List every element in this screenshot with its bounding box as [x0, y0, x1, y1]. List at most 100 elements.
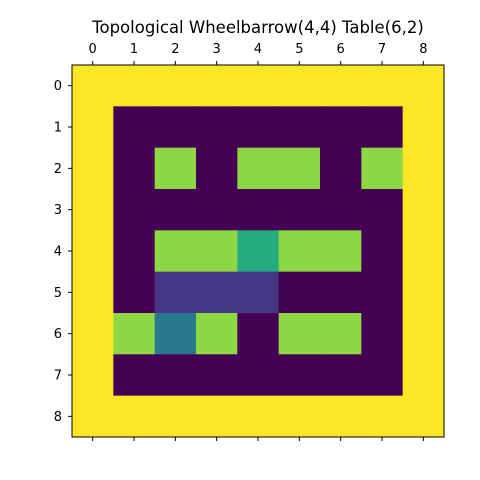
y-tick-label: 4: [54, 245, 62, 260]
heatmap-cell-r4-c5: [278, 230, 321, 273]
heatmap-cell-r8-c8: [402, 395, 445, 438]
heatmap-cell-r0-c7: [361, 65, 404, 107]
heatmap-cell-r6-c0: [72, 313, 114, 355]
x-tick-label: 6: [337, 42, 345, 57]
heatmap-cell-r1-c2: [154, 106, 197, 149]
heatmap-cell-r4-c8: [402, 230, 445, 273]
heatmap-cell-r7-c8: [402, 354, 445, 397]
heatmap-cells: [72, 65, 445, 438]
x-tick-label: 7: [378, 42, 386, 57]
heatmap-cell-r7-c2: [154, 354, 197, 397]
heatmap-cell-r4-c6: [320, 230, 362, 273]
x-tick-label: 0: [89, 42, 97, 57]
heatmap-cell-r2-c8: [402, 147, 445, 190]
heatmap-cell-r1-c5: [278, 106, 321, 149]
heatmap-cell-r8-c4: [237, 395, 280, 438]
heatmap-cell-r3-c7: [361, 189, 404, 231]
heatmap-cell-r3-c2: [154, 189, 197, 231]
heatmap-cell-r5-c5: [278, 271, 321, 314]
y-tick-label: 1: [54, 121, 62, 136]
heatmap-cell-r1-c8: [402, 106, 445, 149]
chart-title: Topological Wheelbarrow(4,4) Table(6,2): [91, 18, 424, 37]
heatmap-cell-r3-c3: [196, 189, 238, 231]
heatmap-cell-r5-c2: [154, 271, 197, 314]
heatmap-cell-r3-c8: [402, 189, 445, 231]
heatmap-cell-r5-c4: [237, 271, 280, 314]
heatmap-cell-r3-c6: [320, 189, 362, 231]
heatmap-cell-r8-c0: [72, 395, 114, 438]
heatmap-cell-r5-c7: [361, 271, 404, 314]
heatmap-cell-r4-c2: [154, 230, 197, 273]
heatmap-cell-r2-c4: [237, 147, 280, 190]
heatmap-cell-r4-c3: [196, 230, 238, 273]
heatmap-cell-r8-c7: [361, 395, 404, 438]
heatmap-cell-r0-c0: [72, 65, 114, 107]
heatmap-cell-r3-c4: [237, 189, 280, 231]
heatmap-cell-r8-c2: [154, 395, 197, 438]
y-tick-label: 2: [54, 162, 62, 177]
heatmap-cell-r7-c7: [361, 354, 404, 397]
heatmap-cell-r2-c0: [72, 147, 114, 190]
y-tick-label: 7: [54, 369, 62, 384]
heatmap-cell-r8-c1: [113, 395, 156, 438]
heatmap-cell-r3-c0: [72, 189, 114, 231]
y-tick-label: 8: [54, 410, 62, 425]
heatmap-cell-r1-c6: [320, 106, 362, 149]
heatmap-cell-r0-c3: [196, 65, 238, 107]
x-tick-label: 5: [295, 42, 303, 57]
heatmap-cell-r6-c5: [278, 313, 321, 355]
heatmap-cell-r1-c3: [196, 106, 238, 149]
x-tick-label: 4: [254, 42, 262, 57]
heatmap-cell-r4-c7: [361, 230, 404, 273]
heatmap-cell-r1-c1: [113, 106, 156, 149]
heatmap-cell-r2-c1: [113, 147, 156, 190]
heatmap-cell-r7-c1: [113, 354, 156, 397]
heatmap-cell-r4-c1: [113, 230, 156, 273]
heatmap-cell-r6-c1: [113, 313, 156, 355]
heatmap-cell-r5-c6: [320, 271, 362, 314]
heatmap-cell-r4-c4: [237, 230, 280, 273]
x-tick-label: 3: [213, 42, 221, 57]
heatmap-cell-r5-c8: [402, 271, 445, 314]
heatmap-cell-r6-c6: [320, 313, 362, 355]
heatmap-cell-r2-c7: [361, 147, 404, 190]
x-tick-label: 8: [419, 42, 427, 57]
heatmap-cell-r1-c0: [72, 106, 114, 149]
heatmap-cell-r6-c2: [154, 313, 197, 355]
heatmap-cell-r7-c6: [320, 354, 362, 397]
heatmap-cell-r6-c8: [402, 313, 445, 355]
heatmap-cell-r5-c3: [196, 271, 238, 314]
heatmap-cell-r1-c4: [237, 106, 280, 149]
heatmap-cell-r0-c1: [113, 65, 156, 107]
y-tick-label: 6: [54, 327, 62, 342]
heatmap-cell-r3-c1: [113, 189, 156, 231]
heatmap-cell-r0-c2: [154, 65, 197, 107]
heatmap-cell-r0-c4: [237, 65, 280, 107]
heatmap-cell-r0-c6: [320, 65, 362, 107]
heatmap-cell-r1-c7: [361, 106, 404, 149]
heatmap-cell-r8-c5: [278, 395, 321, 438]
heatmap-cell-r2-c2: [154, 147, 197, 190]
heatmap-cell-r8-c6: [320, 395, 362, 438]
y-axis-ticks: 0 1 2 3 4 5 6 7 8: [54, 79, 72, 425]
heatmap-cell-r2-c5: [278, 147, 321, 190]
heatmap-cell-r7-c0: [72, 354, 114, 397]
heatmap-cell-r8-c3: [196, 395, 238, 438]
heatmap-cell-r4-c0: [72, 230, 114, 273]
heatmap-cell-r6-c3: [196, 313, 238, 355]
heatmap-cell-r2-c6: [320, 147, 362, 190]
y-tick-label: 0: [54, 79, 62, 94]
heatmap-cell-r7-c4: [237, 354, 280, 397]
y-tick-label: 3: [54, 203, 62, 218]
heatmap-cell-r7-c3: [196, 354, 238, 397]
heatmap-cell-r2-c3: [196, 147, 238, 190]
heatmap-cell-r7-c5: [278, 354, 321, 397]
heatmap-cell-r5-c0: [72, 271, 114, 314]
heatmap-cell-r3-c5: [278, 189, 321, 231]
heatmap-cell-r6-c7: [361, 313, 404, 355]
x-tick-label: 2: [171, 42, 179, 57]
heatmap-cell-r6-c4: [237, 313, 280, 355]
heatmap-cell-r0-c5: [278, 65, 321, 107]
x-tick-label: 1: [130, 42, 138, 57]
